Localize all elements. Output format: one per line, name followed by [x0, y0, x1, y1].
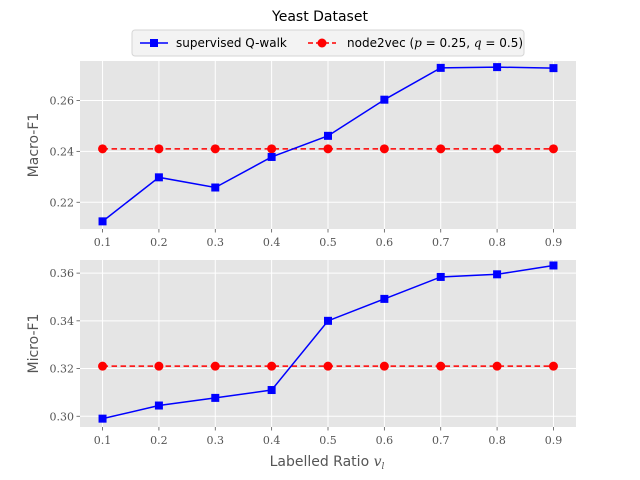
micro-f1-x-tick-label: 0.4 — [263, 434, 281, 447]
micro-f1-x-tick-label: 0.7 — [432, 434, 450, 447]
macro-f1-supervised-q-walk-point — [211, 183, 220, 192]
figure-title: Yeast Dataset — [271, 9, 368, 25]
micro-f1-node2vec-point — [436, 361, 446, 371]
micro-f1-node2vec-point — [492, 361, 502, 371]
macro-f1-x-tick-label: 0.6 — [376, 236, 394, 249]
macro-f1-y-axis-label: Macro-F1 — [26, 113, 42, 178]
legend-marker-supervised-q-walk — [150, 39, 158, 47]
legend-label-supervised-q-walk: supervised Q-walk — [176, 36, 287, 50]
macro-f1-panel: 0.1 0.2 0.3 0.4 0.5 0.6 0.7 0.8 0.9 0.22 0.24 0.26 M… — [26, 61, 576, 249]
macro-f1-y-tick-label: 0.24 — [50, 145, 75, 158]
x-axis-label: Labelled Ratio vl — [270, 454, 385, 472]
macro-f1-node2vec-point — [267, 144, 277, 154]
macro-f1-x-tick-label: 0.8 — [488, 236, 506, 249]
micro-f1-y-axis-label: Micro-F1 — [26, 314, 42, 374]
micro-f1-y-tick-label: 0.30 — [50, 410, 75, 423]
micro-f1-node2vec-point — [98, 361, 108, 371]
legend-marker-node2vec — [317, 38, 327, 48]
micro-f1-supervised-q-walk-point — [493, 270, 502, 279]
macro-f1-supervised-q-walk-point — [493, 63, 502, 72]
micro-f1-y-tick-label: 0.34 — [50, 315, 75, 328]
macro-f1-node2vec-point — [154, 144, 164, 154]
macro-f1-node2vec-point — [436, 144, 446, 154]
macro-f1-node2vec-point — [492, 144, 502, 154]
macro-f1-node2vec-point — [210, 144, 220, 154]
micro-f1-node2vec-point — [379, 361, 389, 371]
legend-label-node2vec: node2vec (p = 0.25, q = 0.5) — [347, 36, 523, 50]
micro-f1-supervised-q-walk-point — [154, 401, 163, 410]
macro-f1-x-tick-label: 0.2 — [150, 236, 168, 249]
macro-f1-supervised-q-walk-point — [324, 131, 332, 140]
macro-f1-supervised-q-walk-point — [154, 173, 163, 182]
micro-f1-node2vec-point — [210, 361, 220, 371]
macro-f1-x-tick-label: 0.9 — [545, 236, 563, 249]
macro-f1-node2vec-point — [548, 144, 558, 154]
macro-f1-x-tick-label: 0.7 — [432, 236, 450, 249]
micro-f1-supervised-q-walk-point — [549, 261, 558, 270]
micro-f1-x-tick-label: 0.5 — [319, 434, 337, 447]
micro-f1-supervised-q-walk-point — [267, 386, 276, 395]
micro-f1-supervised-q-walk-point — [211, 393, 220, 402]
macro-f1-supervised-q-walk-point — [436, 63, 445, 72]
micro-f1-node2vec-point — [548, 361, 558, 371]
micro-f1-x-tick-label: 0.6 — [376, 434, 394, 447]
macro-f1-supervised-q-walk-point — [267, 152, 276, 161]
micro-f1-node2vec-point — [323, 361, 333, 371]
micro-f1-x-tick-label: 0.3 — [207, 434, 225, 447]
micro-f1-node2vec-point — [267, 361, 277, 371]
macro-f1-node2vec-point — [323, 144, 333, 154]
micro-f1-supervised-q-walk-point — [98, 414, 107, 423]
legend: supervised Q-walk node2vec (p = 0.25, q … — [131, 29, 525, 57]
micro-f1-y-tick-label: 0.32 — [50, 363, 75, 376]
macro-f1-x-tick-label: 0.1 — [94, 236, 112, 249]
macro-f1-x-tick-label: 0.4 — [263, 236, 281, 249]
macro-f1-node2vec-point — [379, 144, 389, 154]
micro-f1-supervised-q-walk-point — [436, 272, 445, 281]
micro-f1-x-tick-label: 0.8 — [488, 434, 506, 447]
macro-f1-y-tick-label: 0.26 — [50, 94, 75, 107]
macro-f1-x-tick-label: 0.3 — [207, 236, 225, 249]
micro-f1-y-tick-label: 0.36 — [50, 267, 75, 280]
macro-f1-x-tick-label: 0.5 — [319, 236, 337, 249]
micro-f1-panel: 0.1 0.2 0.3 0.4 0.5 0.6 0.7 0.8 0.9 0.30 0.32 0.34 0… — [26, 260, 576, 447]
micro-f1-x-tick-label: 0.9 — [545, 434, 563, 447]
macro-f1-node2vec-point — [98, 144, 108, 154]
macro-f1-supervised-q-walk-point — [549, 64, 558, 73]
micro-f1-x-tick-label: 0.1 — [94, 434, 112, 447]
micro-f1-supervised-q-walk-point — [380, 294, 389, 303]
macro-f1-y-tick-label: 0.22 — [50, 196, 75, 209]
macro-f1-supervised-q-walk-point — [98, 217, 107, 226]
micro-f1-node2vec-point — [154, 361, 164, 371]
micro-f1-x-tick-label: 0.2 — [150, 434, 168, 447]
macro-f1-supervised-q-walk-point — [380, 95, 389, 104]
micro-f1-supervised-q-walk-point — [324, 316, 332, 325]
